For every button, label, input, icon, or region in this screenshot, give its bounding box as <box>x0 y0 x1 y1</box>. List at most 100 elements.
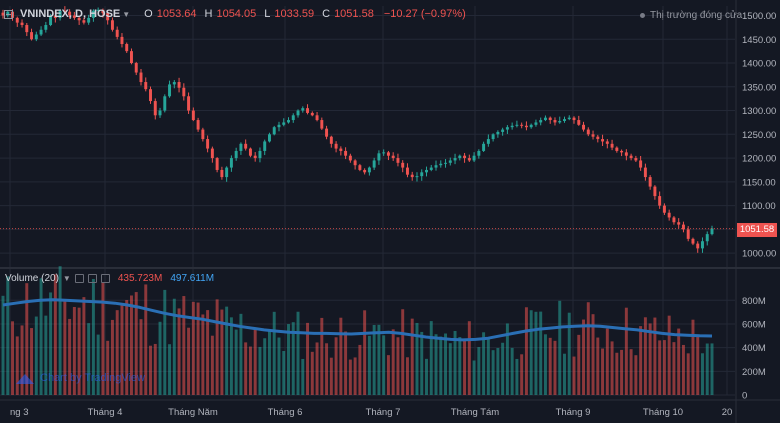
candle-body <box>191 110 195 121</box>
volume-bar <box>87 323 91 395</box>
volume-bar <box>420 331 424 395</box>
volume-bar <box>63 301 67 395</box>
low-label: L <box>264 8 271 20</box>
candle-body <box>72 15 76 18</box>
candle-body <box>582 124 585 130</box>
chevron-down-icon[interactable]: ▼ <box>62 274 71 283</box>
candle-body <box>320 120 324 129</box>
low-value: 1033.59 <box>274 8 315 20</box>
candle-body <box>348 155 352 161</box>
candle-body <box>96 9 100 11</box>
volume-bar <box>482 332 486 395</box>
price-tick-label: 1150.00 <box>742 177 776 188</box>
candle-body <box>705 234 709 242</box>
volume-bar <box>543 334 547 395</box>
tradingview-watermark: Chart by TradingView <box>16 372 145 384</box>
volume-bar <box>291 322 295 395</box>
volume-bar <box>310 351 314 395</box>
candle-body <box>130 51 133 64</box>
candle-body <box>620 150 624 153</box>
volume-bar <box>453 330 457 395</box>
volume-bar <box>91 278 95 395</box>
candle-body <box>534 122 538 125</box>
candle-body <box>215 158 219 170</box>
candle-body <box>82 20 86 23</box>
close-icon[interactable] <box>100 274 110 283</box>
time-tick-label: Tháng 6 <box>268 407 303 418</box>
candle-body <box>306 108 310 113</box>
volume-bar <box>667 315 671 395</box>
volume-bar <box>229 317 233 395</box>
candle-body <box>263 141 267 151</box>
chevron-down-icon[interactable]: ▼ <box>122 10 131 19</box>
volume-bar <box>634 355 638 395</box>
volume-bar <box>372 324 376 395</box>
volume-bar <box>144 284 148 395</box>
candle-body <box>382 152 386 154</box>
volume-bar <box>472 360 476 395</box>
volume-bar <box>534 311 538 395</box>
volume-bar <box>643 317 647 395</box>
symbol-label[interactable]: VNINDEX, D, HOSE ▼ <box>20 8 131 20</box>
candle-body <box>448 160 452 163</box>
candle-body <box>277 124 281 128</box>
close-value: 1051.58 <box>334 8 374 20</box>
volume-bar <box>34 316 38 395</box>
candle-body <box>25 25 29 33</box>
candle-body <box>391 155 395 159</box>
candle-body <box>429 167 433 170</box>
candle-body <box>315 115 319 121</box>
candle-body <box>425 169 428 173</box>
candle-body <box>44 25 48 30</box>
watermark-text: Chart by TradingView <box>40 372 145 384</box>
volume-bar <box>439 336 443 395</box>
volume-bar <box>529 310 533 395</box>
collapse-legend-icon[interactable] <box>4 9 13 19</box>
candle-body <box>458 155 462 159</box>
volume-bar <box>548 337 552 395</box>
volume-bar <box>539 311 543 395</box>
candle-body <box>501 129 505 132</box>
volume-bar <box>577 334 581 395</box>
volume-legend: Volume (20) ▼ 435.723M 497.611M <box>5 273 214 284</box>
volume-bar <box>591 314 595 395</box>
candle-body <box>310 112 314 116</box>
candle-body <box>53 15 57 18</box>
candle-body <box>334 143 338 149</box>
candle-body <box>505 127 509 130</box>
volume-indicator-label[interactable]: Volume (20) <box>5 273 59 284</box>
volume-bar <box>267 331 271 395</box>
volume-bar <box>187 327 191 395</box>
candle-body <box>30 32 34 40</box>
volume-bar <box>15 336 19 395</box>
volume-bar <box>177 308 181 395</box>
volume-bar <box>329 357 333 395</box>
candle-body <box>510 125 514 128</box>
time-tick-label: Tháng Năm <box>168 407 218 418</box>
candle-body <box>220 169 224 178</box>
volume-bar <box>662 340 666 395</box>
volume-bar <box>30 328 34 395</box>
candle-body <box>139 72 143 83</box>
close-label: C <box>322 8 331 20</box>
volume-bar <box>201 314 205 395</box>
candle-body <box>363 169 367 173</box>
candle-body <box>234 150 238 159</box>
volume-bar <box>624 307 628 395</box>
volume-bar <box>415 322 419 395</box>
volume-bar <box>610 341 614 395</box>
candle-body <box>134 63 138 73</box>
candle-body <box>653 186 657 197</box>
volume-bar <box>191 301 195 395</box>
time-tick-label: Tháng 9 <box>556 407 591 418</box>
candle-body <box>482 143 486 151</box>
candle-body <box>605 141 609 144</box>
candle-body <box>68 11 72 16</box>
candle-body <box>572 117 576 121</box>
open-label: O <box>144 8 153 20</box>
candle-body <box>601 139 605 142</box>
candle-body <box>591 134 595 137</box>
settings-icon[interactable] <box>87 274 97 283</box>
visibility-icon[interactable] <box>74 274 84 283</box>
